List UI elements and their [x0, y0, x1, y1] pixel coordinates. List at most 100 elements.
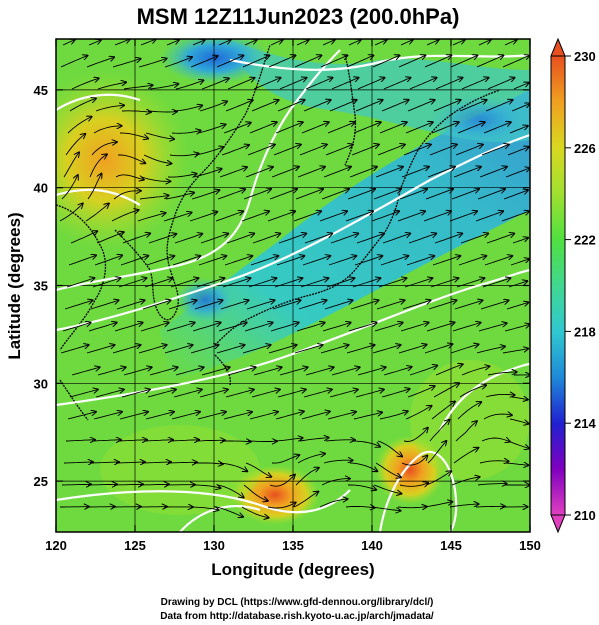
streamline — [225, 390, 254, 398]
warm-core-northwest — [56, 70, 190, 250]
streamline — [139, 195, 169, 200]
y-tick-label: 25 — [34, 474, 48, 489]
streamline — [485, 100, 513, 112]
streamline — [114, 39, 130, 46]
streamline — [433, 100, 461, 112]
streamline — [401, 456, 427, 466]
streamline — [245, 167, 273, 178]
streamline — [276, 256, 304, 266]
streamline — [218, 323, 247, 332]
streamline — [241, 211, 269, 222]
streamline — [461, 78, 489, 90]
streamline — [294, 55, 321, 68]
streamline — [279, 367, 308, 376]
streamline — [221, 145, 249, 156]
streamline — [189, 212, 217, 222]
streamline — [171, 412, 200, 420]
streamline — [60, 345, 89, 354]
streamline — [277, 100, 305, 112]
streamline — [277, 390, 306, 398]
streamline — [357, 367, 386, 376]
streamline — [478, 323, 507, 332]
streamline — [425, 471, 451, 486]
colorbar-bottom-arrow — [550, 514, 566, 534]
streamline — [275, 411, 304, 420]
streamline — [353, 122, 381, 134]
coastline-primorye — [199, 44, 271, 176]
streamline — [141, 176, 170, 181]
streamline — [349, 462, 377, 471]
coastline-korea — [114, 174, 201, 321]
warm-region-east — [410, 360, 530, 480]
streamline — [270, 40, 283, 46]
streamline — [118, 278, 146, 288]
streamline — [65, 440, 95, 441]
streamline — [242, 345, 271, 354]
streamline — [451, 189, 479, 200]
streamline — [267, 211, 295, 222]
streamline — [215, 506, 243, 517]
streamline — [59, 204, 83, 222]
streamline — [450, 344, 479, 354]
streamline — [348, 40, 361, 46]
streamline — [327, 412, 356, 420]
streamline — [224, 256, 252, 266]
streamline — [326, 278, 354, 288]
streamline — [320, 345, 349, 354]
streamline — [409, 366, 437, 376]
streamline — [461, 366, 489, 376]
streamline — [323, 460, 353, 463]
streamline — [479, 461, 509, 463]
streamline — [196, 278, 224, 288]
streamline — [305, 78, 333, 90]
streamline — [350, 300, 379, 310]
streamline — [455, 145, 483, 156]
streamline — [62, 40, 75, 46]
streamline — [227, 367, 256, 376]
streamline — [140, 39, 156, 46]
streamline — [327, 122, 355, 134]
streamline — [301, 122, 329, 134]
streamline — [96, 232, 124, 244]
y-axis-label: Latitude (degrees) — [5, 212, 24, 359]
streamline — [397, 211, 425, 222]
streamline — [381, 389, 410, 398]
warm-core-south — [230, 465, 320, 525]
colorbar-tick-label: 226 — [574, 141, 596, 156]
streamline — [452, 323, 481, 332]
streamline — [147, 390, 176, 398]
streamline — [249, 412, 278, 420]
x-axis: 120 125 130 135 140 145 150 — [45, 39, 541, 553]
streamline — [114, 323, 143, 332]
streamline — [510, 259, 529, 266]
streamline — [87, 174, 102, 200]
streamline — [63, 152, 79, 178]
streamline — [481, 145, 509, 156]
y-tick-label: 40 — [34, 181, 48, 196]
streamline — [347, 189, 375, 200]
streamline — [67, 117, 92, 134]
streamline — [295, 468, 319, 486]
streamline — [319, 211, 347, 222]
streamline — [429, 145, 457, 156]
x-tick-label: 135 — [282, 538, 304, 553]
streamline — [345, 211, 373, 222]
streamline — [319, 499, 348, 508]
streamline — [225, 100, 253, 112]
streamlines — [59, 39, 530, 517]
chart-title: MSM 12Z11Jun2023 (200.0hPa) — [137, 4, 460, 29]
streamline — [253, 367, 282, 376]
streamline — [506, 302, 528, 310]
streamline — [452, 40, 465, 46]
streamline — [190, 56, 218, 68]
streamline — [122, 233, 150, 244]
streamline — [71, 78, 99, 90]
streamline — [477, 189, 505, 200]
streamline — [375, 167, 403, 178]
streamline — [217, 189, 245, 200]
streamline — [409, 78, 437, 90]
streamline — [120, 256, 148, 266]
streamline — [148, 234, 176, 244]
streamline — [199, 101, 227, 112]
streamline — [457, 402, 481, 420]
